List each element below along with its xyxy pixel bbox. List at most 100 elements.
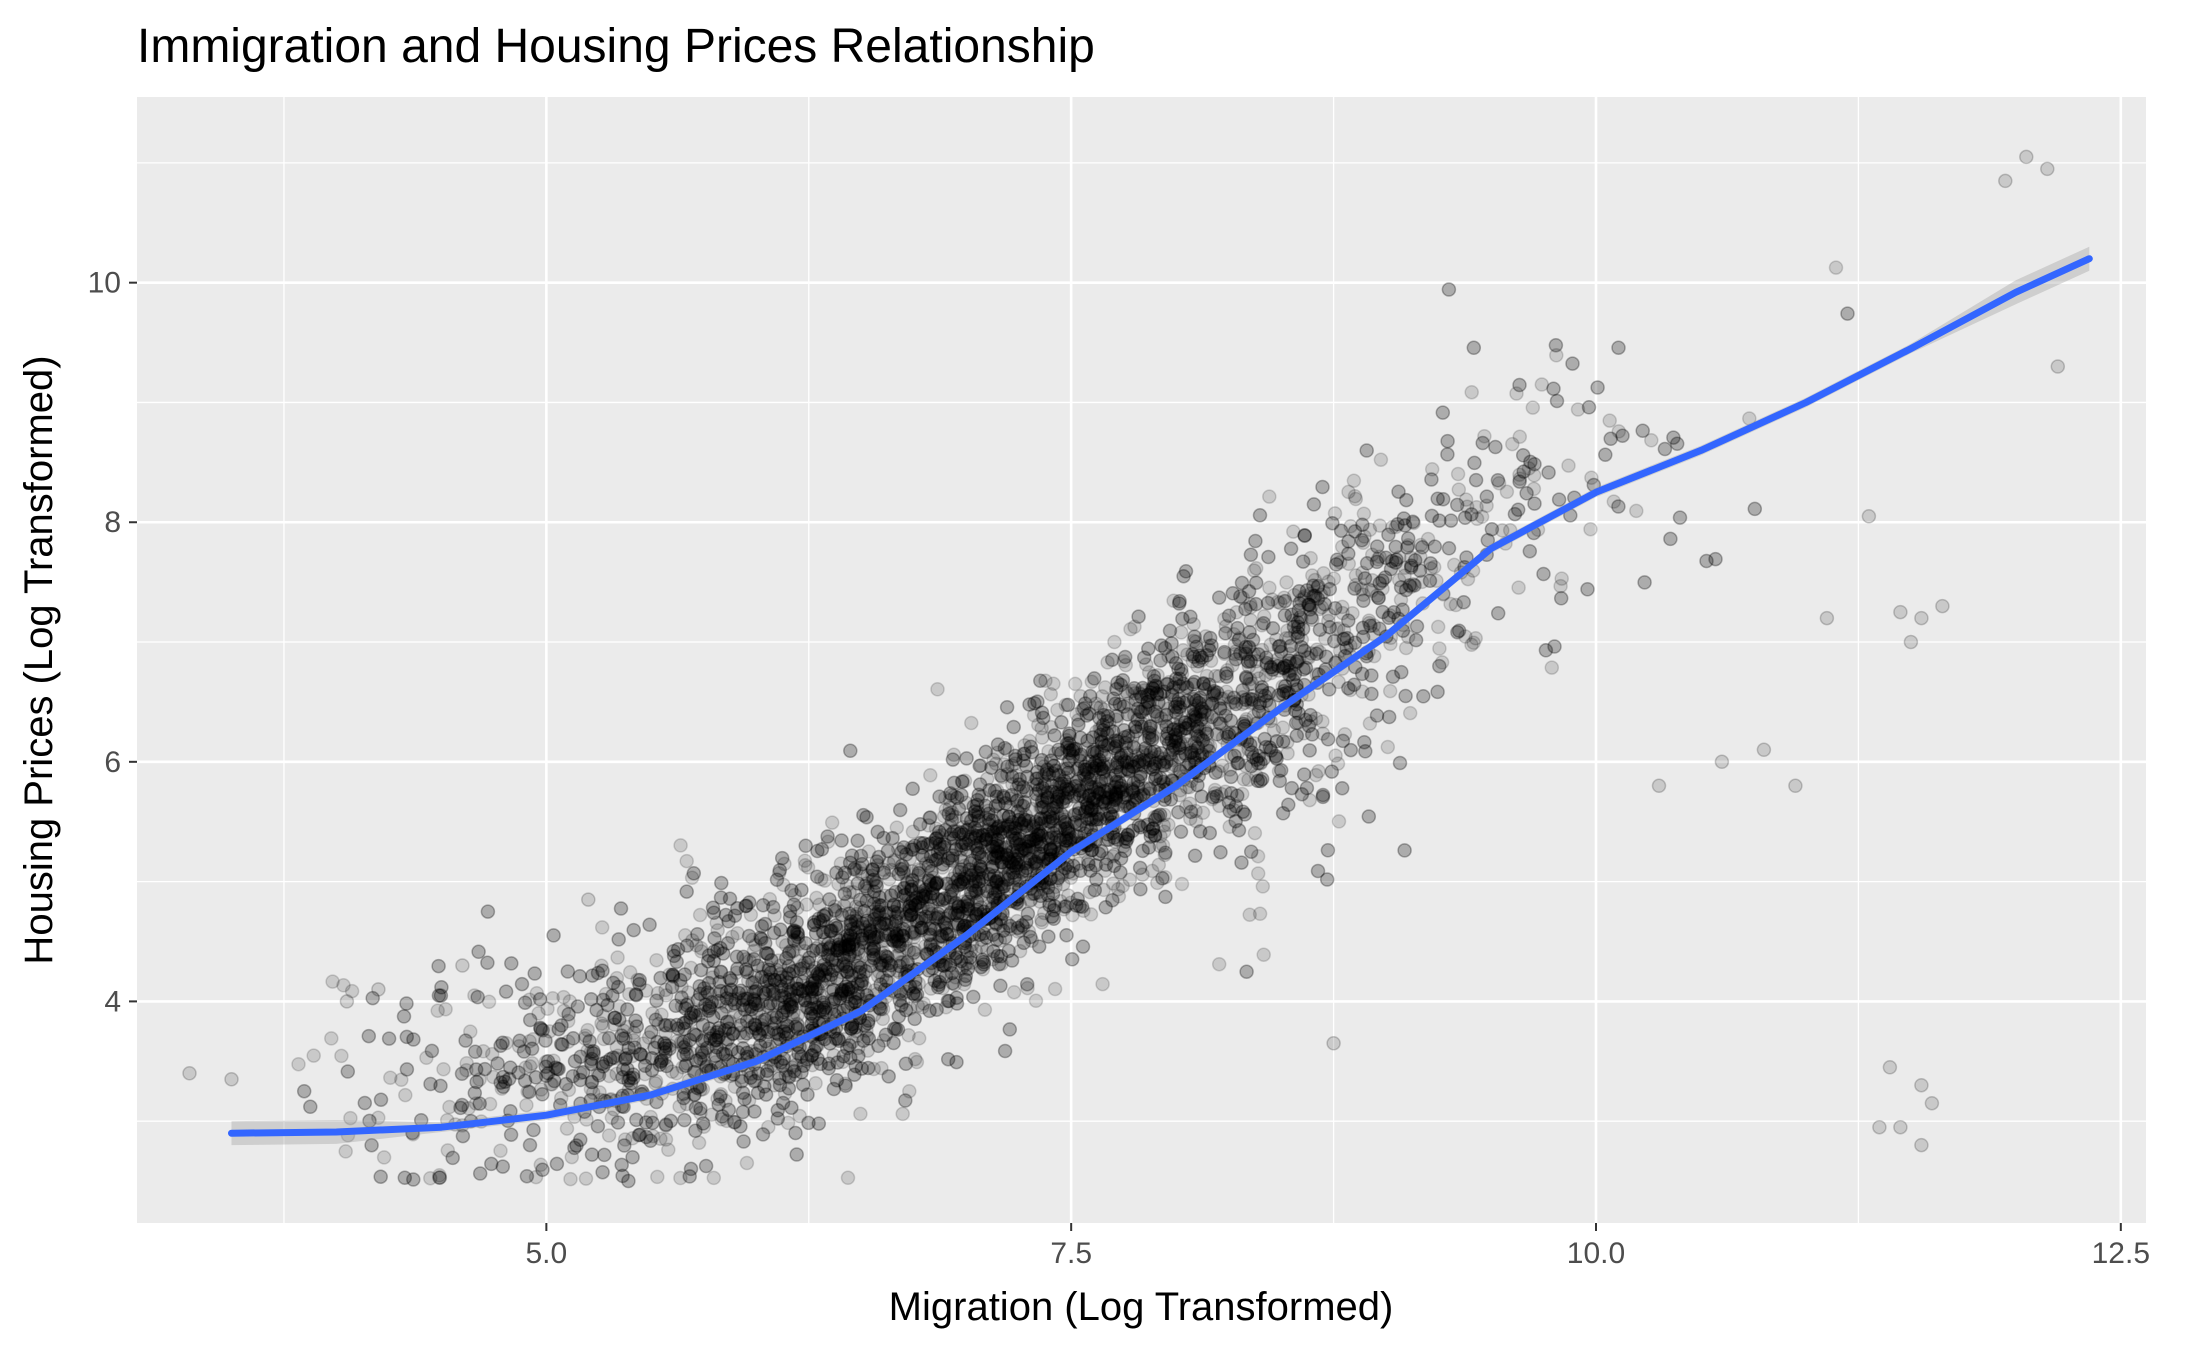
data-point	[833, 987, 849, 1002]
data-point	[1290, 715, 1306, 731]
data-point	[714, 964, 729, 980]
data-point	[1182, 779, 1197, 795]
data-point	[1225, 658, 1240, 673]
data-point	[779, 1017, 794, 1032]
data-point	[1345, 606, 1360, 621]
data-point	[430, 1003, 445, 1018]
data-point	[999, 699, 1015, 715]
data-point	[824, 984, 839, 1000]
data-point	[1035, 769, 1050, 785]
data-point	[549, 1156, 565, 1172]
data-point	[951, 916, 966, 931]
data-point	[580, 1043, 595, 1058]
data-point	[1280, 623, 1295, 639]
data-point	[921, 928, 936, 943]
data-point	[710, 1023, 726, 1039]
data-point	[1103, 759, 1118, 774]
data-point	[1033, 800, 1048, 815]
data-point	[1313, 587, 1329, 603]
data-point	[1279, 575, 1294, 590]
data-point	[1828, 260, 1844, 275]
data-point	[1565, 356, 1580, 371]
data-point	[1199, 668, 1215, 684]
data-point	[981, 803, 996, 819]
data-point	[1403, 579, 1419, 594]
data-point	[610, 950, 625, 965]
data-point	[954, 961, 970, 976]
data-point	[560, 964, 576, 979]
data-point	[572, 969, 588, 984]
data-point	[777, 995, 792, 1010]
data-point	[1198, 724, 1213, 740]
data-point	[860, 868, 875, 883]
data-point	[820, 834, 836, 850]
data-point	[677, 1112, 692, 1128]
data-point	[898, 1056, 914, 1072]
data-point	[834, 833, 849, 848]
data-point	[917, 886, 932, 901]
data-point	[1104, 787, 1120, 802]
data-point	[1144, 751, 1159, 766]
data-point	[1370, 552, 1386, 567]
data-point	[1243, 612, 1258, 628]
data-point	[894, 937, 910, 952]
data-point	[1154, 711, 1169, 726]
data-point	[749, 1043, 765, 1058]
data-point	[886, 854, 901, 870]
data-point	[735, 1104, 751, 1120]
data-point	[685, 933, 700, 948]
data-point	[1115, 755, 1131, 771]
data-point	[1413, 537, 1429, 553]
data-point	[1320, 843, 1336, 858]
data-point	[1356, 593, 1371, 609]
data-point	[708, 1055, 723, 1070]
data-point	[1146, 707, 1162, 723]
data-point	[993, 880, 1009, 895]
data-point	[1079, 769, 1095, 785]
data-point	[1283, 663, 1299, 678]
data-point	[803, 1005, 818, 1021]
data-point	[650, 985, 666, 1001]
data-point	[954, 853, 970, 869]
data-point	[978, 851, 994, 867]
data-point	[590, 1066, 605, 1081]
data-point	[1354, 582, 1369, 597]
data-point	[953, 842, 969, 857]
data-point	[904, 842, 919, 857]
data-point	[902, 1083, 917, 1099]
data-point	[394, 1072, 409, 1088]
data-point	[951, 963, 966, 979]
data-point	[613, 901, 629, 916]
data-point	[1100, 756, 1116, 772]
data-point	[823, 923, 838, 938]
data-point	[875, 1001, 891, 1017]
data-point	[786, 897, 802, 912]
data-point	[1105, 849, 1121, 864]
data-point	[1222, 819, 1237, 834]
data-point	[1303, 550, 1318, 566]
data-point	[1167, 758, 1183, 773]
data-point	[1186, 721, 1202, 737]
data-point	[904, 872, 920, 887]
data-point	[960, 903, 976, 919]
data-point	[932, 850, 948, 866]
data-point	[520, 1084, 535, 1099]
data-point	[822, 947, 838, 962]
data-point	[622, 987, 637, 1002]
data-point	[1223, 769, 1239, 785]
data-point	[961, 870, 977, 886]
data-point	[1178, 799, 1194, 815]
data-point	[1144, 863, 1160, 879]
data-point	[715, 1109, 730, 1124]
data-point	[1167, 740, 1183, 756]
data-point	[1450, 466, 1466, 482]
data-point	[1037, 812, 1053, 828]
data-point	[1361, 582, 1377, 597]
data-point	[1042, 895, 1057, 910]
data-point	[774, 969, 790, 985]
data-point	[755, 993, 770, 1009]
data-point	[1021, 845, 1037, 861]
data-point	[786, 924, 801, 940]
data-point	[815, 963, 830, 979]
data-point	[960, 874, 975, 890]
